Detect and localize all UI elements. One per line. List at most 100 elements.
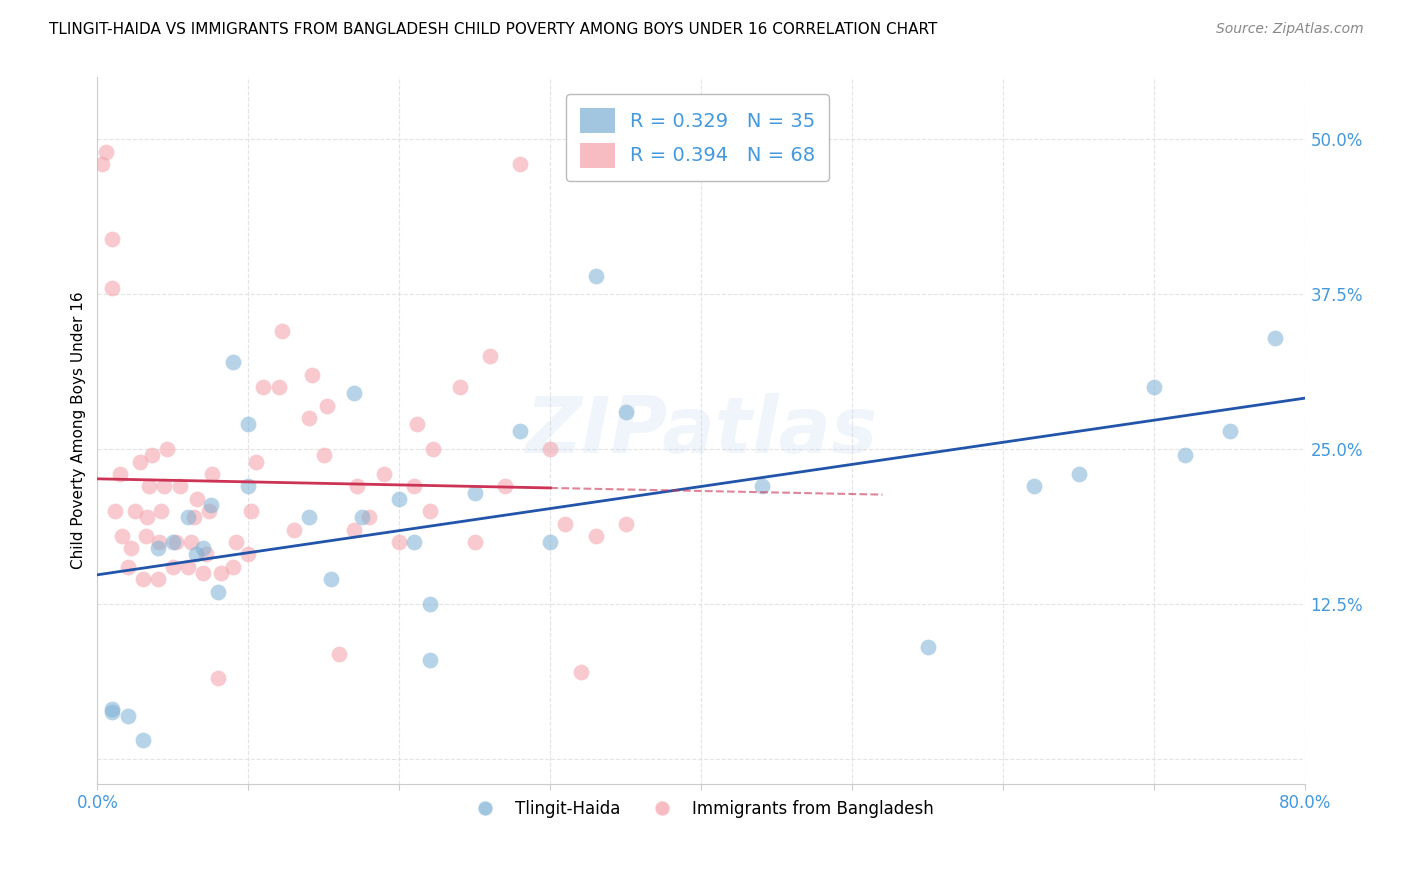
Point bbox=[449, 380, 471, 394]
Point bbox=[751, 479, 773, 493]
Point bbox=[177, 510, 200, 524]
Point bbox=[240, 504, 263, 518]
Point bbox=[585, 529, 607, 543]
Point bbox=[1174, 449, 1197, 463]
Point bbox=[195, 548, 218, 562]
Point bbox=[614, 516, 637, 531]
Point bbox=[156, 442, 179, 457]
Point bbox=[538, 442, 561, 457]
Point bbox=[186, 491, 208, 506]
Point bbox=[422, 442, 444, 457]
Point bbox=[350, 510, 373, 524]
Point bbox=[90, 157, 112, 171]
Point bbox=[406, 417, 429, 432]
Point bbox=[343, 523, 366, 537]
Point bbox=[238, 548, 260, 562]
Text: ZIPatlas: ZIPatlas bbox=[526, 392, 877, 468]
Point bbox=[464, 535, 486, 549]
Point bbox=[225, 535, 247, 549]
Point bbox=[359, 510, 381, 524]
Point bbox=[1219, 424, 1241, 438]
Legend: Tlingit-Haida, Immigrants from Bangladesh: Tlingit-Haida, Immigrants from Banglades… bbox=[463, 794, 941, 825]
Point bbox=[569, 665, 592, 680]
Point bbox=[209, 566, 232, 580]
Point bbox=[165, 535, 187, 549]
Point bbox=[478, 349, 501, 363]
Point bbox=[315, 399, 337, 413]
Point bbox=[117, 708, 139, 723]
Point bbox=[101, 705, 124, 719]
Point bbox=[124, 504, 146, 518]
Point bbox=[270, 325, 292, 339]
Point bbox=[238, 417, 260, 432]
Point bbox=[1022, 479, 1045, 493]
Point bbox=[198, 504, 221, 518]
Point bbox=[152, 479, 174, 493]
Point bbox=[141, 449, 163, 463]
Point bbox=[184, 548, 207, 562]
Point bbox=[321, 572, 343, 586]
Point bbox=[207, 584, 229, 599]
Point bbox=[494, 479, 516, 493]
Point bbox=[222, 560, 245, 574]
Point bbox=[283, 523, 305, 537]
Point bbox=[917, 640, 939, 655]
Point bbox=[162, 535, 184, 549]
Point bbox=[404, 535, 426, 549]
Point bbox=[388, 535, 411, 549]
Point bbox=[146, 541, 169, 556]
Point bbox=[419, 653, 441, 667]
Point bbox=[148, 535, 170, 549]
Point bbox=[131, 572, 153, 586]
Point bbox=[301, 368, 323, 382]
Point bbox=[222, 355, 245, 369]
Point bbox=[267, 380, 290, 394]
Point bbox=[191, 566, 214, 580]
Point bbox=[1143, 380, 1166, 394]
Point bbox=[101, 281, 124, 295]
Point bbox=[298, 510, 321, 524]
Point bbox=[135, 529, 157, 543]
Point bbox=[120, 541, 142, 556]
Point bbox=[464, 485, 486, 500]
Point bbox=[509, 424, 531, 438]
Point bbox=[200, 498, 222, 512]
Point bbox=[201, 467, 224, 481]
Point bbox=[169, 479, 191, 493]
Point bbox=[207, 672, 229, 686]
Point bbox=[131, 733, 153, 747]
Point bbox=[585, 268, 607, 283]
Point bbox=[328, 647, 350, 661]
Point bbox=[238, 479, 260, 493]
Point bbox=[96, 145, 118, 159]
Y-axis label: Child Poverty Among Boys Under 16: Child Poverty Among Boys Under 16 bbox=[72, 292, 86, 569]
Point bbox=[149, 504, 172, 518]
Point bbox=[101, 702, 124, 716]
Point bbox=[117, 560, 139, 574]
Point bbox=[419, 597, 441, 611]
Point bbox=[509, 157, 531, 171]
Point bbox=[180, 535, 202, 549]
Point bbox=[614, 405, 637, 419]
Point bbox=[138, 479, 160, 493]
Point bbox=[343, 386, 366, 401]
Point bbox=[388, 491, 411, 506]
Point bbox=[101, 231, 124, 245]
Point bbox=[146, 572, 169, 586]
Point bbox=[177, 560, 200, 574]
Point bbox=[298, 411, 321, 425]
Point bbox=[252, 380, 274, 394]
Point bbox=[346, 479, 368, 493]
Point bbox=[538, 535, 561, 549]
Point bbox=[162, 560, 184, 574]
Point bbox=[419, 504, 441, 518]
Point bbox=[554, 516, 576, 531]
Point bbox=[1264, 331, 1286, 345]
Point bbox=[104, 504, 127, 518]
Text: TLINGIT-HAIDA VS IMMIGRANTS FROM BANGLADESH CHILD POVERTY AMONG BOYS UNDER 16 CO: TLINGIT-HAIDA VS IMMIGRANTS FROM BANGLAD… bbox=[49, 22, 938, 37]
Point bbox=[1067, 467, 1090, 481]
Point bbox=[191, 541, 214, 556]
Point bbox=[312, 449, 335, 463]
Point bbox=[373, 467, 395, 481]
Text: Source: ZipAtlas.com: Source: ZipAtlas.com bbox=[1216, 22, 1364, 37]
